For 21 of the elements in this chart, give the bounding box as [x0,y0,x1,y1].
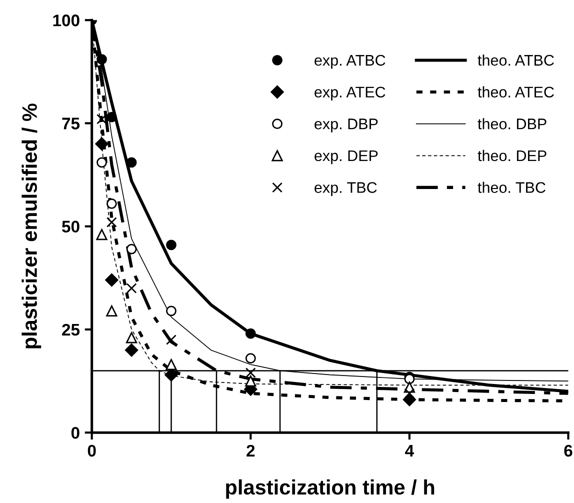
y-tick-label: 75 [62,118,80,130]
y-axis-title: plasticizer emulsified / % [22,104,42,348]
legend-label: theo. TBC [478,182,546,193]
legend-label: exp. DEP [314,150,378,164]
legend-label: theo. DEP [478,150,546,162]
y-tick-label: 100 [53,14,80,26]
x-tick-label: 4 [405,445,414,456]
legend-label: theo. ATBC [478,54,554,66]
legend-label: exp. TBC [314,182,377,196]
x-tick-label: 6 [564,444,572,457]
legend-label: exp. DBP [314,118,378,132]
x-tick-label: 2 [246,444,255,456]
x-tick-label: 0 [88,444,96,457]
y-tick-label: 0 [71,426,80,439]
x-axis-title: plasticization time / h [226,479,434,499]
legend-label: exp. ATEC [314,86,386,101]
legend-label: theo. ATEC [478,86,554,98]
y-tick-label: 25 [62,324,80,336]
y-tick-label: 50 [62,220,80,233]
legend-label: theo. DBP [478,118,546,130]
legend-label: exp. ATBC [314,54,386,69]
